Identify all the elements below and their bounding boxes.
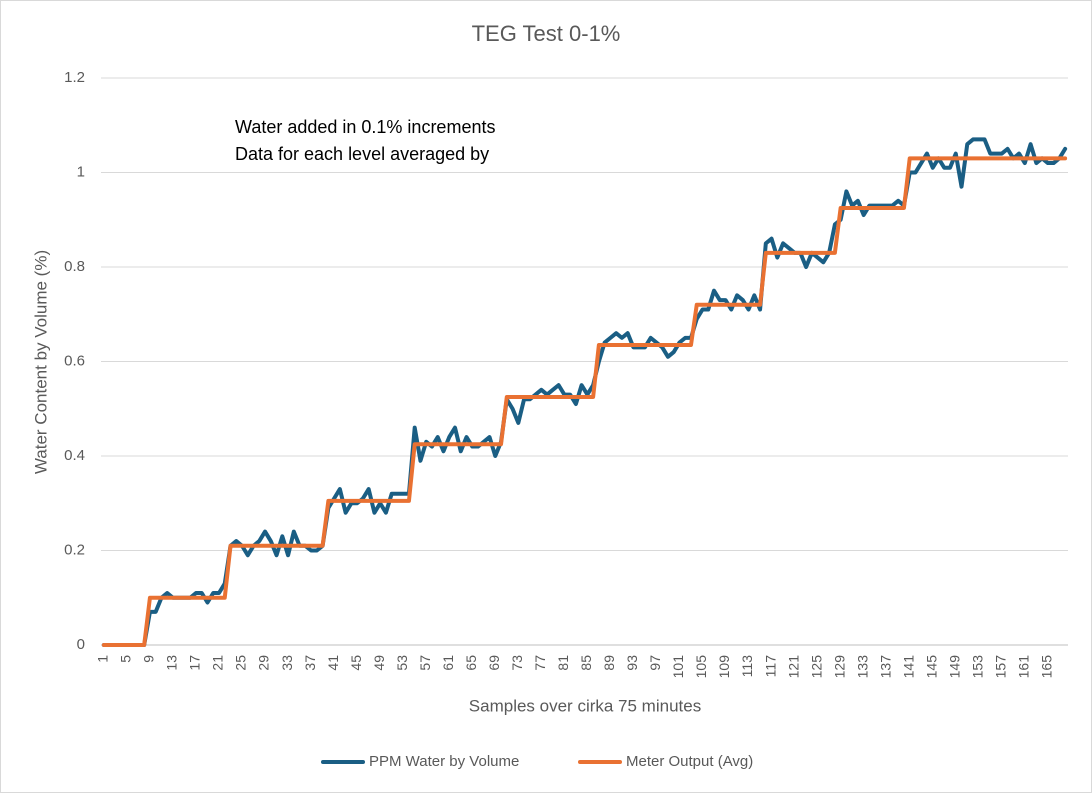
x-tick-label: 45 (348, 655, 364, 671)
y-tick-label: 0.8 (64, 258, 85, 275)
x-tick-label: 153 (969, 655, 985, 679)
x-tick-label: 1 (95, 655, 111, 663)
x-tick-label: 101 (670, 655, 686, 679)
x-tick-label: 141 (900, 655, 916, 679)
x-tick-label: 29 (256, 655, 272, 671)
data-line (101, 156, 1068, 647)
x-tick-label: 33 (279, 655, 295, 671)
x-tick-label: 145 (923, 655, 939, 679)
annotation: Water added in 0.1% increments (235, 117, 495, 137)
x-tick-label: 85 (578, 655, 594, 671)
x-tick-label: 161 (1016, 655, 1032, 679)
x-tick-label: 105 (693, 655, 709, 679)
y-axis-title: Water Content by Volume (%) (31, 250, 50, 474)
x-tick-label: 17 (187, 655, 203, 671)
x-tick-label: 53 (394, 655, 410, 671)
y-tick-label: 0.2 (64, 541, 85, 558)
y-tick-label: 1.2 (64, 69, 85, 86)
x-tick-label: 137 (877, 655, 893, 679)
y-tick-label: 0.6 (64, 352, 85, 369)
x-tick-label: 89 (601, 655, 617, 671)
annotation: Data for each level averaged by (235, 144, 489, 164)
x-tick-label: 165 (1039, 655, 1055, 679)
legend-label: Meter Output (Avg) (626, 753, 753, 770)
x-tick-label: 149 (946, 655, 962, 679)
x-tick-label: 121 (785, 655, 801, 679)
x-tick-label: 125 (808, 655, 824, 679)
x-tick-label: 9 (141, 655, 157, 663)
x-tick-label: 57 (417, 655, 433, 671)
x-tick-label: 97 (647, 655, 663, 671)
x-tick-label: 157 (993, 655, 1009, 679)
x-tick-label: 49 (371, 655, 387, 671)
y-tick-label: 0 (77, 636, 85, 653)
legend-label: PPM Water by Volume (369, 753, 519, 770)
x-tick-label: 5 (118, 655, 134, 663)
x-tick-label: 21 (210, 655, 226, 671)
x-tick-label: 113 (739, 655, 755, 678)
x-tick-label: 69 (486, 655, 502, 671)
x-axis-title: Samples over cirka 75 minutes (469, 696, 701, 715)
x-tick-label: 81 (555, 655, 571, 671)
x-tick-label: 65 (463, 655, 479, 671)
x-tick-label: 133 (854, 655, 870, 679)
x-tick-label: 61 (440, 655, 456, 671)
x-tick-label: 37 (302, 655, 318, 671)
x-tick-label: 25 (233, 655, 249, 671)
chart-title: TEG Test 0-1% (472, 21, 621, 46)
x-tick-label: 109 (716, 655, 732, 679)
x-tick-label: 93 (624, 655, 640, 671)
x-tick-label: 73 (509, 655, 525, 671)
x-tick-label: 13 (164, 655, 180, 671)
y-tick-label: 1 (77, 163, 85, 180)
x-tick-label: 41 (325, 655, 341, 671)
x-tick-label: 77 (532, 655, 548, 671)
x-tick-label: 117 (762, 655, 778, 678)
x-tick-label: 129 (831, 655, 847, 679)
y-tick-label: 0.4 (64, 447, 85, 464)
